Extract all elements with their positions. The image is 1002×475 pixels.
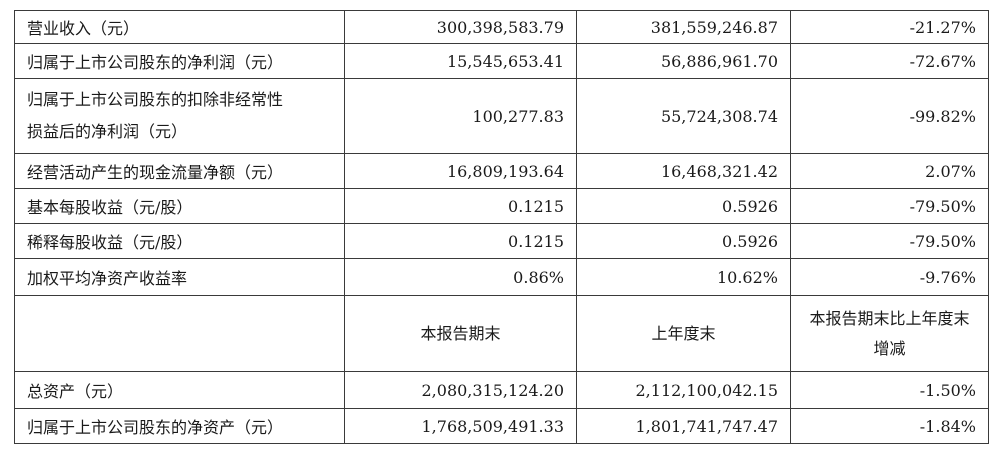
- change-value: -79.50%: [790, 188, 989, 224]
- header-cell-prior-year-end: 上年度末: [576, 295, 791, 372]
- row-label: 归属于上市公司股东的扣除非经常性 损益后的净利润（元）: [14, 78, 345, 154]
- row-label: 归属于上市公司股东的净资产（元）: [14, 408, 345, 444]
- change-value: -1.50%: [790, 371, 989, 409]
- header-cell-change: 本报告期末比上年度末 增减: [790, 295, 989, 372]
- previous-period-value: 16,468,321.42: [576, 153, 791, 189]
- row-label: 总资产（元）: [14, 371, 345, 409]
- row-label-line: 损益后的净利润（元）: [27, 122, 188, 141]
- row-label: 营业收入（元）: [14, 10, 345, 44]
- header-cell-line: 本报告期末比上年度末: [809, 308, 970, 328]
- header-cell-line: 增减: [873, 338, 906, 358]
- table-header-row: 本报告期末 上年度末 本报告期末比上年度末 增减: [14, 295, 989, 372]
- row-label: 经营活动产生的现金流量净额（元）: [14, 153, 345, 189]
- financial-indicators-table: 营业收入（元） 300,398,583.79 381,559,246.87 -2…: [14, 10, 989, 444]
- current-period-value: 1,768,509,491.33: [344, 408, 577, 444]
- previous-period-value: 1,801,741,747.47: [576, 408, 791, 444]
- previous-period-value: 2,112,100,042.15: [576, 371, 791, 409]
- change-value: 2.07%: [790, 153, 989, 189]
- table-row: 经营活动产生的现金流量净额（元） 16,809,193.64 16,468,32…: [14, 153, 989, 189]
- current-period-value: 100,277.83: [344, 78, 577, 154]
- current-period-value: 0.1215: [344, 188, 577, 224]
- previous-period-value: 381,559,246.87: [576, 10, 791, 44]
- previous-period-value: 56,886,961.70: [576, 43, 791, 79]
- previous-period-value: 10.62%: [576, 258, 791, 296]
- change-value: -9.76%: [790, 258, 989, 296]
- change-value: -21.27%: [790, 10, 989, 44]
- table-row: 加权平均净资产收益率 0.86% 10.62% -9.76%: [14, 258, 989, 296]
- previous-period-value: 0.5926: [576, 223, 791, 259]
- row-label: 加权平均净资产收益率: [14, 258, 345, 296]
- table-row: 归属于上市公司股东的净利润（元） 15,545,653.41 56,886,96…: [14, 43, 989, 79]
- row-label: 归属于上市公司股东的净利润（元）: [14, 43, 345, 79]
- table-row: 营业收入（元） 300,398,583.79 381,559,246.87 -2…: [14, 10, 989, 44]
- change-value: -79.50%: [790, 223, 989, 259]
- table-row: 基本每股收益（元/股） 0.1215 0.5926 -79.50%: [14, 188, 989, 224]
- current-period-value: 16,809,193.64: [344, 153, 577, 189]
- table-row: 归属于上市公司股东的净资产（元） 1,768,509,491.33 1,801,…: [14, 408, 989, 444]
- current-period-value: 0.1215: [344, 223, 577, 259]
- row-label: 稀释每股收益（元/股）: [14, 223, 345, 259]
- table-row: 总资产（元） 2,080,315,124.20 2,112,100,042.15…: [14, 371, 989, 409]
- previous-period-value: 0.5926: [576, 188, 791, 224]
- header-cell-empty: [14, 295, 345, 372]
- change-value: -1.84%: [790, 408, 989, 444]
- current-period-value: 15,545,653.41: [344, 43, 577, 79]
- current-period-value: 300,398,583.79: [344, 10, 577, 44]
- change-value: -99.82%: [790, 78, 989, 154]
- table-row: 归属于上市公司股东的扣除非经常性 损益后的净利润（元） 100,277.83 5…: [14, 78, 989, 154]
- header-cell-period-end: 本报告期末: [344, 295, 577, 372]
- current-period-value: 0.86%: [344, 258, 577, 296]
- previous-period-value: 55,724,308.74: [576, 78, 791, 154]
- table-row: 稀释每股收益（元/股） 0.1215 0.5926 -79.50%: [14, 223, 989, 259]
- row-label: 基本每股收益（元/股）: [14, 188, 345, 224]
- change-value: -72.67%: [790, 43, 989, 79]
- row-label-line: 归属于上市公司股东的扣除非经常性: [27, 90, 284, 109]
- current-period-value: 2,080,315,124.20: [344, 371, 577, 409]
